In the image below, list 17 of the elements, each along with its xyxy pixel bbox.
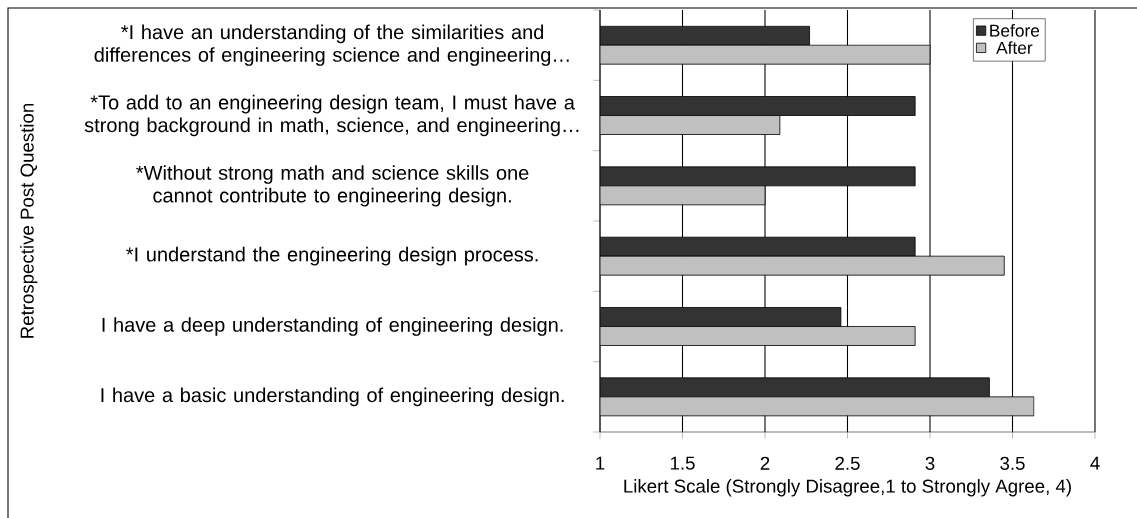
y-tick-label: *Without strong math and science skills one cannot contribute to engineering design.	[136, 165, 529, 207]
x-tick-label: 2	[760, 456, 770, 470]
x-tick-label: 3	[925, 456, 935, 470]
legend-label: Before	[990, 24, 1040, 37]
y-tick-label: I have a basic understanding of engineering design.	[101, 387, 564, 407]
y-tick-label: *To add to an engineering design team, I must have a strong background in math, science, and engineering…	[84, 94, 579, 137]
y-tick-label: *I have an understanding of the similarities and differences of engineering science and engineering…	[94, 24, 569, 66]
y-tick-label: I have a deep understanding of engineering design.	[102, 317, 563, 336]
x-tick-label: 3.5	[1000, 456, 1025, 470]
legend-label: After	[996, 41, 1033, 54]
y-tick-label: *I understand the engineering design process.	[126, 246, 538, 266]
x-tick-label: 1	[596, 456, 605, 470]
x-tick-label: 1.5	[670, 456, 695, 470]
y-axis-title: Retrospective Post Question	[20, 103, 38, 338]
x-axis-title: Likert Scale (Strongly Disagree,1 to Strongly Agree, 4)	[624, 479, 1071, 497]
x-tick-label: 2.5	[835, 456, 860, 470]
x-tick-label: 4	[1090, 456, 1100, 470]
